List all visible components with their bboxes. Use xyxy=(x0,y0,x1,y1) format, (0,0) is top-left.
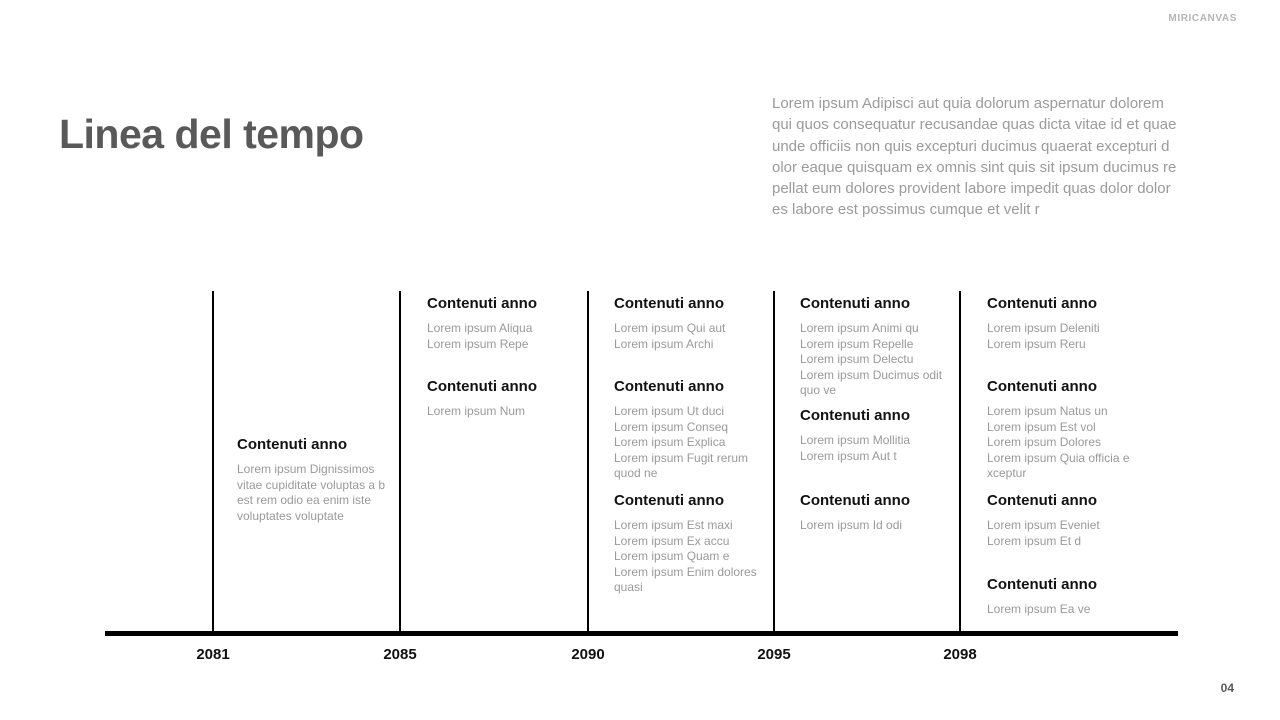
block-text-line: Lorem ipsum Ut duci xyxy=(614,404,725,418)
block-heading: Contenuti anno xyxy=(987,378,1097,395)
timeline-tick-2090 xyxy=(587,291,589,632)
block-heading: Contenuti anno xyxy=(427,295,537,312)
block-heading: Contenuti anno xyxy=(614,492,724,509)
timeline-column-2095: Contenuti anno Lorem ipsum Animi qu Lore… xyxy=(800,291,950,636)
block-heading: Contenuti anno xyxy=(800,295,910,312)
block-text-line: Lorem ipsum Ea ve xyxy=(987,602,1091,616)
content-block: Contenuti anno Lorem ipsum Animi qu Lore… xyxy=(800,294,950,399)
block-text-line: Lorem ipsum Est maxi xyxy=(614,518,733,532)
block-text-line: Lorem ipsum Ex accu xyxy=(614,533,730,548)
page-title: Linea del tempo xyxy=(59,111,364,158)
block-text-line: Lorem ipsum Natus un xyxy=(987,404,1108,418)
block-heading: Contenuti anno xyxy=(237,436,347,453)
timeline-axis xyxy=(105,631,1178,636)
content-block: Contenuti anno Lorem ipsum Eveniet Lorem… xyxy=(987,491,1137,549)
block-text-line: Lorem ipsum Qui aut xyxy=(614,321,726,335)
block-text-line: Lorem ipsum Aliqua xyxy=(427,321,533,335)
block-text-line: Lorem ipsum Aut t xyxy=(800,448,897,463)
content-block: Contenuti anno Lorem ipsum Id odi xyxy=(800,491,950,534)
content-block: Contenuti anno Lorem ipsum Natus un Lore… xyxy=(987,377,1137,482)
block-heading: Contenuti anno xyxy=(614,295,724,312)
block-heading: Contenuti anno xyxy=(427,378,537,395)
block-text-line: Lorem ipsum Et d xyxy=(987,533,1082,548)
content-block: Contenuti anno Lorem ipsum Deleniti Lore… xyxy=(987,294,1137,352)
block-text-line: Lorem ipsum Conseq xyxy=(614,419,729,434)
timeline-column-2098: Contenuti anno Lorem ipsum Deleniti Lore… xyxy=(987,291,1137,636)
block-text-line: Lorem ipsum Repelle xyxy=(800,336,914,351)
content-block: Contenuti anno Lorem ipsum Ut duci Lorem… xyxy=(614,377,764,482)
content-block: Contenuti anno Lorem ipsum Qui aut Lorem… xyxy=(614,294,764,352)
content-block: Contenuti anno Lorem ipsum Mollitia Lore… xyxy=(800,406,950,464)
year-label: 2085 xyxy=(383,646,417,663)
block-text-line: Lorem ipsum Dolores xyxy=(987,435,1102,449)
block-text-line: Lorem ipsum Delectu xyxy=(800,352,914,366)
block-text-line: Lorem ipsum Animi qu xyxy=(800,321,919,335)
year-label: 2095 xyxy=(757,646,791,663)
timeline-tick-2098 xyxy=(959,291,961,632)
timeline-tick-2081 xyxy=(212,291,214,632)
block-text-line: Lorem ipsum Quia officia e xceptur xyxy=(987,450,1130,481)
block-heading: Contenuti anno xyxy=(800,407,910,424)
block-text-line: Lorem ipsum Mollitia xyxy=(800,433,911,447)
content-block: Contenuti anno Lorem ipsum Num xyxy=(427,377,577,420)
block-text-line: Lorem ipsum Dignissimos vitae cupiditate… xyxy=(237,462,386,523)
block-text-line: Lorem ipsum Deleniti xyxy=(987,321,1100,335)
timeline-column-2081: Contenuti anno Lorem ipsum Dignissimos v… xyxy=(237,291,387,636)
brand-watermark: MIRICANVAS xyxy=(1168,13,1237,24)
block-text-line: Lorem ipsum Enim dolores quasi xyxy=(614,564,757,595)
block-text-line: Lorem ipsum Quam e xyxy=(614,549,730,563)
content-block: Contenuti anno Lorem ipsum Dignissimos v… xyxy=(237,435,387,524)
page-number: 04 xyxy=(1220,681,1234,695)
block-text-line: Lorem ipsum Reru xyxy=(987,336,1086,351)
block-text-line: Lorem ipsum Repe xyxy=(427,336,529,351)
timeline-column-2090: Contenuti anno Lorem ipsum Qui aut Lorem… xyxy=(614,291,764,636)
timeline-column-2085: Contenuti anno Lorem ipsum Aliqua Lorem … xyxy=(427,291,577,636)
timeline-tick-2085 xyxy=(399,291,401,632)
block-text-line: Lorem ipsum Explica xyxy=(614,435,726,449)
block-text-line: Lorem ipsum Fugit rerum quod ne xyxy=(614,450,749,481)
block-text-line: Lorem ipsum Eveniet xyxy=(987,518,1100,532)
year-label: 2090 xyxy=(571,646,605,663)
year-label: 2081 xyxy=(196,646,230,663)
block-heading: Contenuti anno xyxy=(800,492,910,509)
block-text-line: Lorem ipsum Est vol xyxy=(987,419,1096,434)
year-label: 2098 xyxy=(943,646,977,663)
content-block: Contenuti anno Lorem ipsum Ea ve xyxy=(987,575,1137,618)
block-heading: Contenuti anno xyxy=(987,492,1097,509)
block-text-line: Lorem ipsum Id odi xyxy=(800,518,903,532)
block-heading: Contenuti anno xyxy=(987,576,1097,593)
content-block: Contenuti anno Lorem ipsum Aliqua Lorem … xyxy=(427,294,577,352)
block-heading: Contenuti anno xyxy=(614,378,724,395)
block-text-line: Lorem ipsum Num xyxy=(427,404,526,418)
intro-paragraph: Lorem ipsum Adipisci aut quia dolorum as… xyxy=(772,95,1177,219)
block-text-line: Lorem ipsum Ducimus odit quo ve xyxy=(800,367,943,398)
timeline-tick-2095 xyxy=(773,291,775,632)
content-block: Contenuti anno Lorem ipsum Est maxi Lore… xyxy=(614,491,764,596)
block-heading: Contenuti anno xyxy=(987,295,1097,312)
block-text-line: Lorem ipsum Archi xyxy=(614,336,714,351)
